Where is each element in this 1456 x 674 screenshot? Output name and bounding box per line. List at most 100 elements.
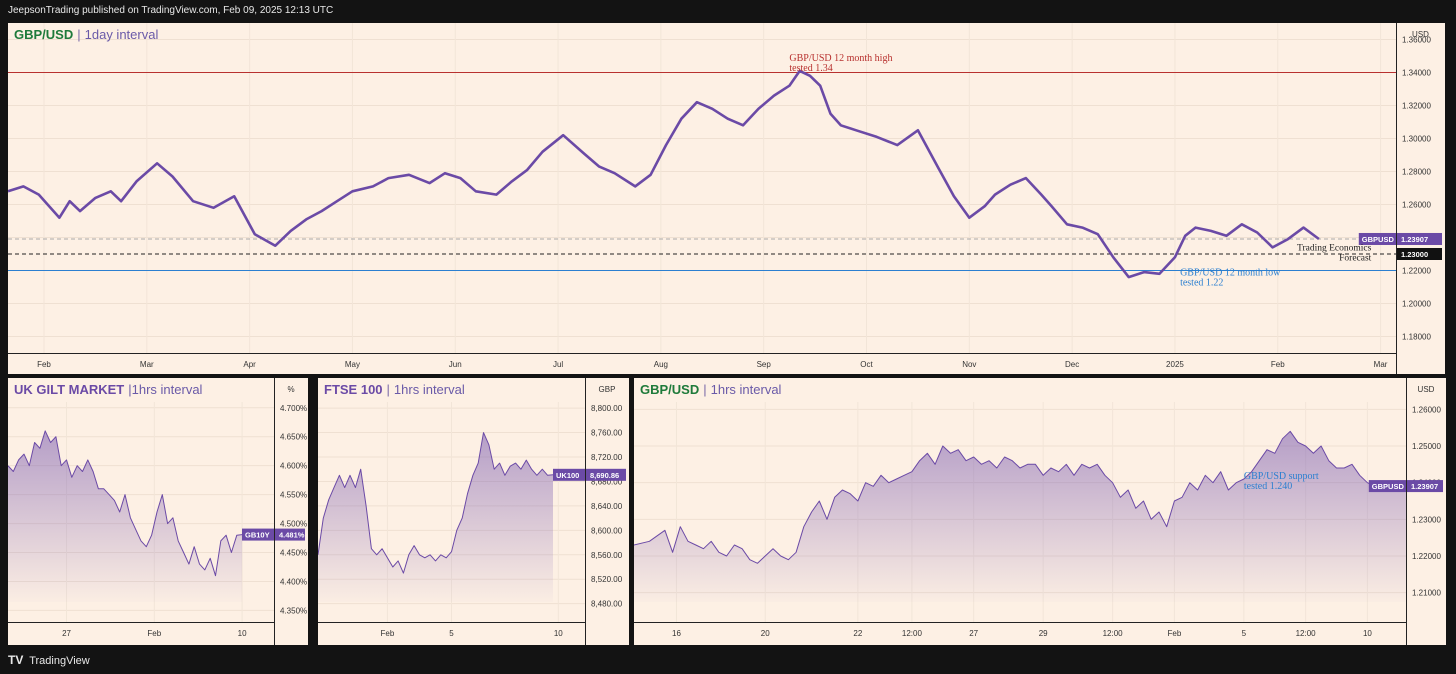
x-tick-label: 27 [62, 629, 71, 638]
forecast-annotation: Forecast [1339, 254, 1372, 264]
x-tick-label: 12:00 [1296, 629, 1317, 638]
price-tag-value-box [275, 528, 305, 541]
x-tick-label: Feb [147, 629, 161, 638]
series-area-fill [634, 431, 1406, 602]
x-tick-label: Apr [243, 360, 256, 369]
price-axis-unit-label: USD [1412, 30, 1429, 39]
y-tick-label: 1.22000 [1402, 267, 1431, 276]
y-tick-label: 1.30000 [1402, 135, 1431, 144]
gilt-chart-title: UK GILT MARKET |1hrs interval [14, 382, 202, 397]
x-tick-label: 20 [761, 629, 770, 638]
price-tag-value-box [1397, 248, 1442, 260]
price-tag-value: 1.23907 [1401, 235, 1428, 244]
x-tick-label: Mar [1374, 360, 1388, 369]
x-tick-label: 12:00 [1103, 629, 1124, 638]
x-tick-label: 29 [1039, 629, 1048, 638]
y-tick-label: 8,680.00 [591, 477, 623, 486]
y-tick-label: 1.18000 [1402, 333, 1431, 342]
y-tick-label: 4.500% [280, 520, 307, 529]
gbpusd-daily-chart[interactable]: USD1.180001.200001.220001.240001.260001.… [8, 23, 1445, 374]
x-tick-label: Oct [860, 360, 873, 369]
series-line [634, 430, 1406, 564]
y-tick-label: 4.600% [280, 462, 307, 471]
title-separator-icon: | [703, 382, 707, 397]
tradingview-brand: TradingView [29, 655, 90, 667]
twelve-month-low-annotation: tested 1.22 [1180, 277, 1223, 288]
price-tag-value: 8,690.86 [590, 471, 619, 480]
y-tick-label: 8,520.00 [591, 575, 623, 584]
x-tick-label: Jun [449, 360, 462, 369]
price-tag: 1.23000 [1397, 248, 1442, 260]
price-tag-value: 4.481% [279, 531, 305, 540]
ftse-chart-title: FTSE 100 | 1hrs interval [324, 382, 465, 397]
price-tag-symbol-box [1368, 480, 1406, 493]
x-tick-label: 10 [1363, 629, 1372, 638]
y-tick-label: 1.34000 [1402, 69, 1431, 78]
y-tick-label: 1.36000 [1402, 36, 1431, 45]
price-tag-symbol: GBPUSD [1372, 482, 1405, 491]
x-tick-label: Jul [553, 360, 563, 369]
x-tick-label: Feb [1271, 360, 1285, 369]
x-tick-label: 16 [672, 629, 681, 638]
gbp1h-symbol: GBP/USD [640, 382, 700, 397]
gbp1h-interval: 1hrs interval [710, 382, 782, 397]
ftse-interval: 1hrs interval [393, 382, 465, 397]
y-tick-label: 4.650% [280, 433, 307, 442]
title-separator-icon: | [386, 382, 390, 397]
price-tag-value-box [1397, 232, 1442, 245]
series-line [318, 432, 554, 574]
y-tick-label: 4.550% [280, 491, 307, 500]
series-line [8, 69, 1320, 279]
price-tag: UK100 8,690.86 [553, 468, 626, 481]
x-tick-label: Aug [654, 360, 668, 369]
x-tick-label: Feb [1168, 629, 1182, 638]
gbpusd-hourly-panel[interactable]: USD1.210001.220001.230001.240001.250001.… [634, 378, 1446, 645]
main-symbol: GBP/USD [14, 27, 74, 42]
uk-gilt-chart[interactable]: % 4.350% 4.400% 4.450% 4.500% 4.550% 4.600% 4.6… [8, 378, 308, 645]
y-tick-label: 8,480.00 [591, 600, 623, 609]
y-tick-label: 1.28000 [1402, 168, 1431, 177]
x-tick-label: Dec [1065, 360, 1079, 369]
support-annotation: GBP/USD support [1244, 471, 1319, 482]
x-tick-label: 12:00 [902, 629, 923, 638]
ftse-100-panel[interactable]: GBP 8,480.00 8,520.00 8,560.00 8,600.00 8,640… [318, 378, 629, 645]
price-tag-symbol-box [242, 528, 274, 541]
y-tick-label: 1.32000 [1402, 102, 1431, 111]
price-axis-unit-label: GBP [599, 385, 616, 394]
x-tick-label: 10 [238, 629, 247, 638]
twelve-month-high-annotation: tested 1.34 [789, 63, 832, 74]
price-tag: GBPUSD 1.23907 [1368, 480, 1443, 493]
series-area-fill [8, 430, 243, 602]
gilt-interval: |1hrs interval [128, 382, 203, 397]
y-tick-label: 1.26000 [1412, 405, 1441, 414]
y-tick-label: 4.700% [280, 404, 307, 413]
price-tag-value: 1.23000 [1401, 250, 1428, 259]
x-tick-label: 22 [853, 629, 862, 638]
x-tick-label: Feb [37, 360, 51, 369]
y-tick-label: 8,600.00 [591, 526, 623, 535]
x-tick-label: Feb [381, 629, 395, 638]
y-tick-label: 4.400% [280, 577, 307, 586]
x-tick-label: 2025 [1166, 360, 1184, 369]
x-tick-label: 27 [969, 629, 978, 638]
series-line [8, 430, 243, 577]
price-tag: GBPUSD 1.23907 [1358, 232, 1442, 245]
price-tag-symbol-box [1358, 232, 1396, 245]
uk-gilt-panel[interactable]: % 4.350% 4.400% 4.450% 4.500% 4.550% 4.600% 4.6… [8, 378, 308, 645]
x-tick-label: Nov [962, 360, 976, 369]
tradingview-logo-icon: TV [8, 653, 24, 667]
y-tick-label: 1.22000 [1412, 552, 1441, 561]
y-tick-label: 8,800.00 [591, 404, 623, 413]
price-tag-value-box [586, 468, 626, 481]
title-separator-icon: | [77, 27, 81, 42]
twelve-month-low-annotation: GBP/USD 12 month low [1180, 267, 1281, 278]
x-tick-label: 5 [1242, 629, 1247, 638]
main-chart-title: GBP/USD | 1day interval [14, 27, 158, 42]
ftse-100-chart[interactable]: GBP 8,480.00 8,520.00 8,560.00 8,600.00 8,640… [318, 378, 629, 645]
y-tick-label: 1.26000 [1402, 201, 1431, 210]
x-tick-label: 10 [554, 629, 563, 638]
twelve-month-high-annotation: GBP/USD 12 month high [789, 53, 892, 64]
price-tag-value-box [1407, 480, 1443, 493]
gbpusd-hourly-chart[interactable]: USD1.210001.220001.230001.240001.250001.… [634, 378, 1446, 645]
gbpusd-daily-panel[interactable]: USD1.180001.200001.220001.240001.260001.… [8, 23, 1445, 374]
